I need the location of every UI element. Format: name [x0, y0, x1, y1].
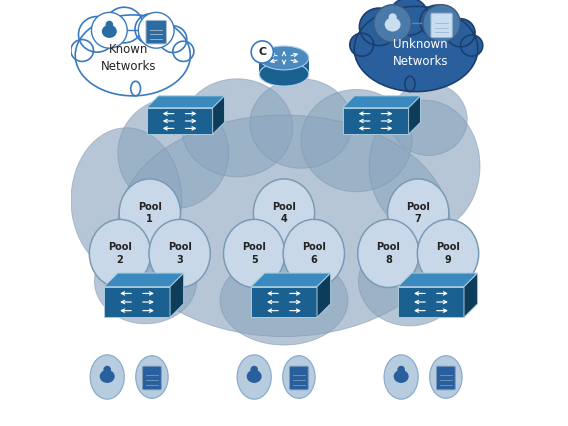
Ellipse shape — [224, 219, 285, 288]
Text: Unknown
Networks: Unknown Networks — [392, 38, 448, 68]
Text: Pool
5: Pool 5 — [242, 242, 266, 265]
Ellipse shape — [247, 370, 262, 383]
Ellipse shape — [394, 370, 408, 383]
Polygon shape — [104, 287, 170, 317]
Ellipse shape — [131, 81, 140, 96]
Ellipse shape — [136, 356, 168, 398]
Circle shape — [423, 5, 461, 42]
Ellipse shape — [135, 14, 168, 44]
Polygon shape — [147, 108, 212, 134]
Text: Pool
1: Pool 1 — [138, 202, 162, 224]
Polygon shape — [258, 241, 316, 247]
Ellipse shape — [461, 35, 483, 56]
Ellipse shape — [118, 115, 450, 337]
Ellipse shape — [250, 79, 352, 168]
Ellipse shape — [384, 355, 418, 399]
Ellipse shape — [220, 256, 348, 345]
Text: Pool
4: Pool 4 — [272, 202, 296, 224]
Circle shape — [398, 366, 405, 374]
Ellipse shape — [106, 7, 143, 43]
Ellipse shape — [259, 62, 309, 86]
Ellipse shape — [301, 89, 412, 192]
Ellipse shape — [118, 98, 228, 209]
Ellipse shape — [283, 356, 315, 398]
Polygon shape — [343, 96, 420, 108]
FancyBboxPatch shape — [431, 13, 452, 37]
Ellipse shape — [358, 219, 419, 288]
Ellipse shape — [360, 8, 399, 46]
Text: Pool
2: Pool 2 — [108, 242, 132, 265]
Text: Pool
3: Pool 3 — [168, 242, 191, 265]
Ellipse shape — [75, 15, 190, 96]
FancyBboxPatch shape — [146, 20, 166, 44]
FancyBboxPatch shape — [290, 366, 308, 390]
Ellipse shape — [420, 5, 454, 37]
Text: Known
Networks: Known Networks — [101, 43, 156, 72]
Polygon shape — [464, 273, 478, 317]
Polygon shape — [258, 233, 316, 239]
Ellipse shape — [283, 219, 344, 288]
Ellipse shape — [350, 33, 374, 56]
Ellipse shape — [387, 179, 449, 247]
Polygon shape — [258, 250, 316, 256]
Ellipse shape — [182, 79, 293, 177]
Circle shape — [103, 366, 111, 374]
Ellipse shape — [446, 19, 475, 47]
Circle shape — [106, 21, 113, 29]
Ellipse shape — [173, 41, 194, 61]
Ellipse shape — [71, 128, 182, 273]
Ellipse shape — [358, 236, 461, 326]
Ellipse shape — [417, 219, 479, 288]
Polygon shape — [258, 249, 310, 256]
Polygon shape — [170, 273, 183, 317]
Polygon shape — [317, 273, 331, 317]
Ellipse shape — [391, 83, 467, 155]
Polygon shape — [212, 96, 224, 134]
Polygon shape — [251, 287, 317, 317]
Ellipse shape — [354, 6, 478, 92]
Polygon shape — [398, 287, 464, 317]
Circle shape — [251, 41, 273, 63]
Polygon shape — [104, 273, 183, 287]
Text: Pool
6: Pool 6 — [302, 242, 326, 265]
Ellipse shape — [405, 76, 415, 92]
Polygon shape — [343, 108, 408, 134]
Polygon shape — [251, 273, 331, 287]
Ellipse shape — [102, 25, 117, 38]
Ellipse shape — [149, 219, 210, 288]
Ellipse shape — [430, 356, 462, 398]
Ellipse shape — [253, 179, 315, 247]
Ellipse shape — [94, 239, 197, 324]
Text: Pool
9: Pool 9 — [436, 242, 460, 265]
Polygon shape — [408, 96, 420, 134]
Ellipse shape — [369, 100, 480, 232]
Ellipse shape — [389, 0, 428, 35]
Ellipse shape — [159, 26, 187, 52]
Polygon shape — [258, 240, 310, 247]
Polygon shape — [398, 273, 478, 287]
Text: Pool
8: Pool 8 — [377, 242, 400, 265]
Ellipse shape — [385, 17, 400, 32]
Ellipse shape — [237, 355, 272, 399]
FancyBboxPatch shape — [143, 366, 161, 390]
Ellipse shape — [259, 46, 309, 70]
Circle shape — [374, 5, 411, 42]
Polygon shape — [258, 232, 310, 239]
Circle shape — [250, 366, 258, 374]
Text: C: C — [258, 47, 266, 57]
Ellipse shape — [71, 40, 94, 61]
Circle shape — [91, 12, 127, 48]
Circle shape — [139, 12, 174, 48]
FancyBboxPatch shape — [436, 366, 456, 390]
Circle shape — [389, 13, 396, 21]
Polygon shape — [260, 58, 309, 74]
Ellipse shape — [78, 17, 116, 52]
Ellipse shape — [89, 219, 151, 288]
Ellipse shape — [119, 179, 181, 247]
Text: Pool
7: Pool 7 — [406, 202, 430, 224]
Polygon shape — [147, 96, 224, 108]
Ellipse shape — [100, 370, 115, 383]
Ellipse shape — [90, 355, 124, 399]
